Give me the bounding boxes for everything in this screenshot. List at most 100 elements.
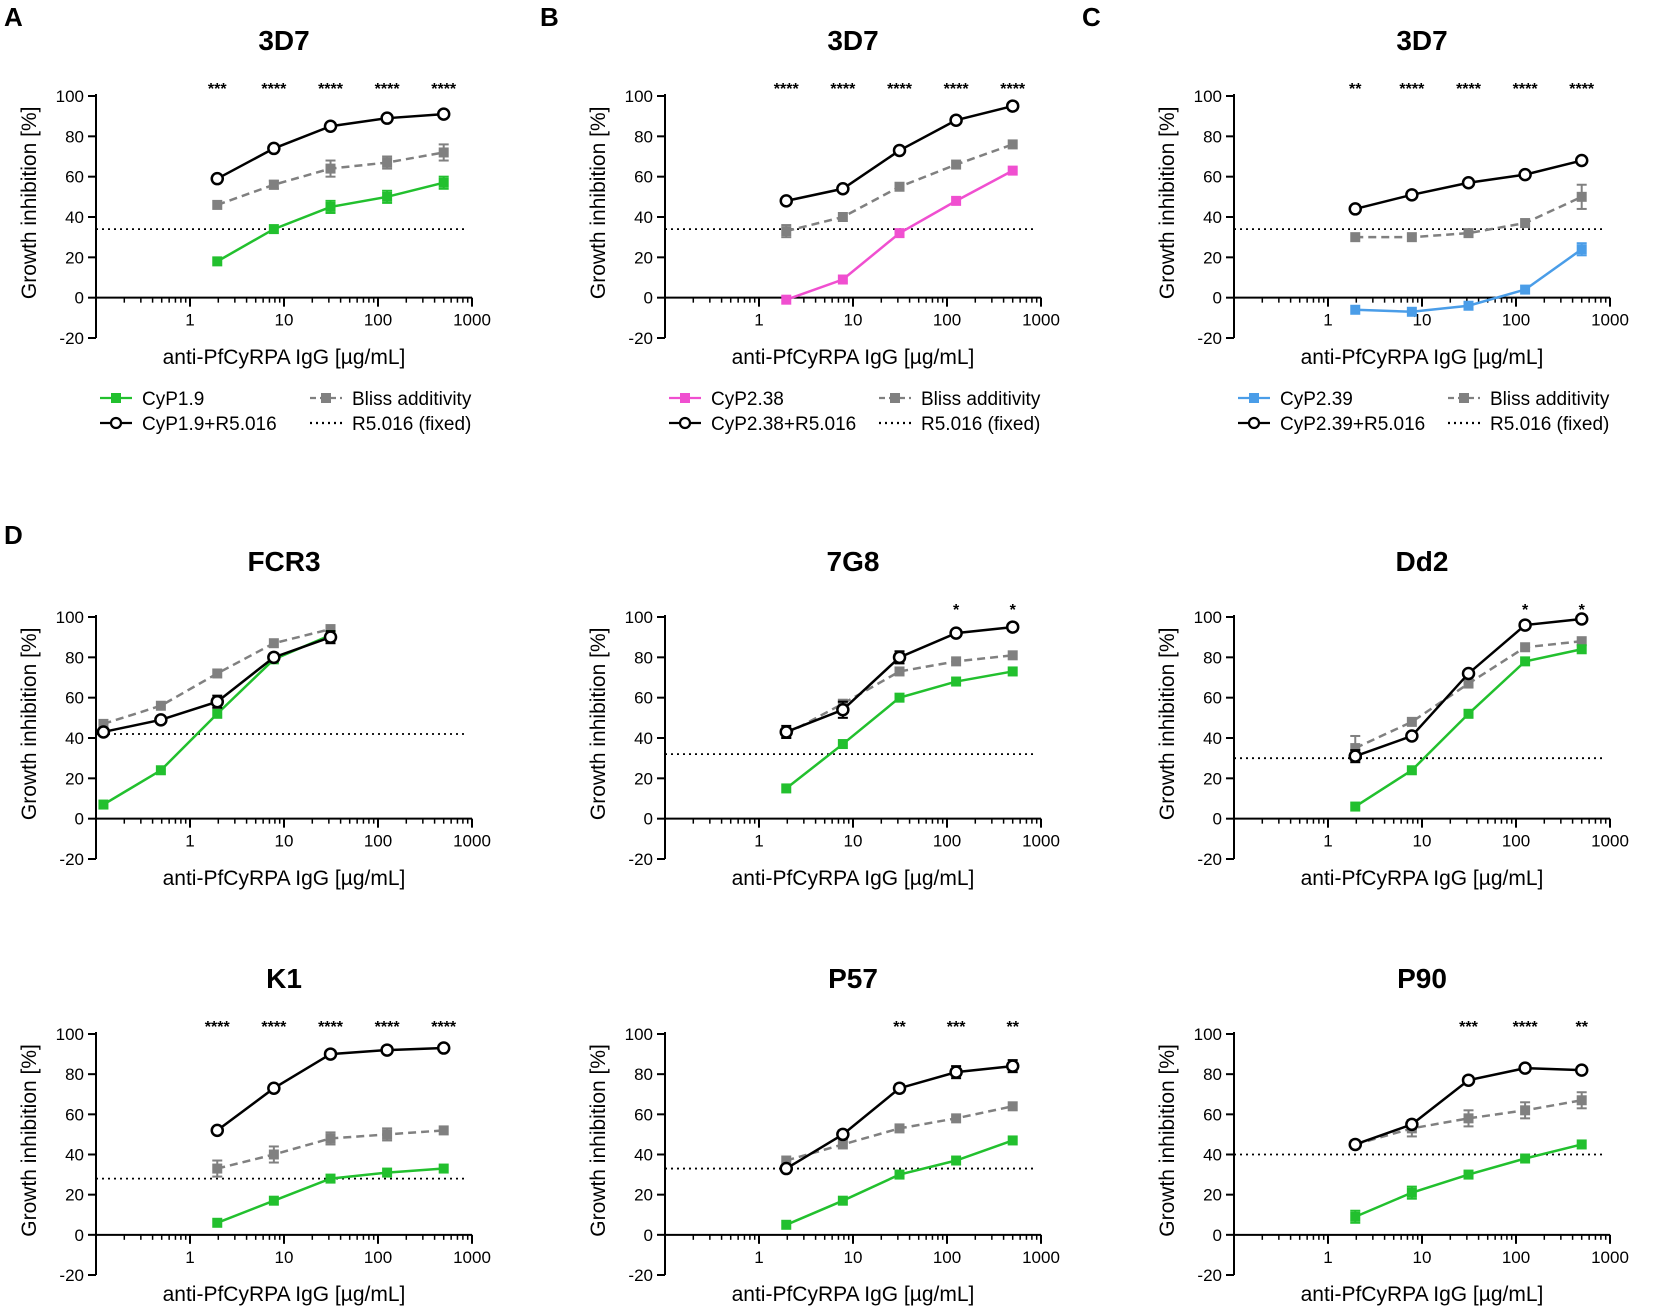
chart-title: 7G8 [827, 546, 880, 577]
data-point-combo [267, 1081, 281, 1095]
data-point-bliss [1463, 1113, 1474, 1124]
series-line-single [216, 181, 445, 263]
x-axis-label: anti-PfCyRPA IgG [µg/mL] [163, 1283, 406, 1306]
data-point-single [268, 1195, 279, 1206]
significance-label: *** [208, 81, 227, 98]
data-point-single [951, 195, 962, 206]
data-point-single [325, 1173, 336, 1184]
data-point-combo [267, 650, 281, 665]
data-point-combo [1574, 612, 1589, 626]
chart-title: Dd2 [1396, 546, 1449, 577]
y-tick-label: 100 [625, 1025, 653, 1044]
y-tick-label: 20 [634, 1186, 653, 1205]
data-point-single [1463, 708, 1474, 719]
x-tick-label: 10 [844, 311, 863, 330]
data-point-combo [1405, 729, 1419, 743]
legend-label: R5.016 (fixed) [921, 414, 1040, 435]
x-tick-label: 100 [933, 832, 961, 851]
x-tick-label: 1 [1323, 1248, 1332, 1267]
data-point-single [894, 228, 905, 239]
y-axis-label: Growth inhibition [%] [1156, 1044, 1179, 1237]
x-tick-label: 1000 [1022, 311, 1060, 330]
x-tick-label: 10 [275, 311, 294, 330]
y-tick-label: 0 [75, 289, 84, 308]
y-tick-label: 20 [65, 769, 84, 788]
data-point-single [382, 191, 393, 202]
data-point-single [1463, 300, 1474, 311]
significance-label: **** [261, 1019, 287, 1036]
chart-panel-7: K1 -20 0 20 40 60 80 100 Growth inhibition [%] 1 1… [18, 963, 491, 1306]
y-tick-label: 0 [75, 810, 84, 829]
x-axis-label: anti-PfCyRPA IgG [µg/mL] [1301, 867, 1544, 890]
data-point-bliss [1463, 678, 1474, 689]
chart-title: 3D7 [827, 25, 878, 56]
data-point-combo [1461, 666, 1476, 681]
data-point-single [1406, 1187, 1417, 1198]
legend-label: CyP1.9+R5.016 [142, 414, 277, 435]
y-tick-label: 100 [625, 87, 653, 106]
data-point-bliss [1576, 636, 1587, 647]
data-point-single [781, 783, 792, 794]
legend-label: R5.016 (fixed) [352, 414, 471, 435]
y-tick-label: 0 [644, 289, 653, 308]
y-tick-label: 80 [1203, 1065, 1222, 1084]
data-point-bliss [1007, 650, 1018, 661]
significance-label: **** [205, 1019, 231, 1036]
significance-label: * [1522, 602, 1529, 619]
data-point-single [1520, 1153, 1531, 1164]
data-point-combo [323, 1047, 338, 1061]
y-tick-label: 40 [65, 729, 84, 748]
y-tick-label: 80 [634, 648, 653, 667]
data-point-bliss [1007, 139, 1018, 150]
data-point-single [1350, 1211, 1361, 1222]
legend-label: Bliss additivity [352, 389, 472, 410]
x-axis-label: anti-PfCyRPA IgG [µg/mL] [732, 346, 975, 369]
x-tick-label: 1000 [453, 1248, 491, 1267]
x-tick-label: 10 [275, 1248, 294, 1267]
series-line-bliss [103, 627, 331, 726]
data-point-bliss [951, 1113, 962, 1124]
chart-title: K1 [266, 963, 302, 994]
legend-label: R5.016 (fixed) [1490, 414, 1609, 435]
y-tick-label: 20 [1203, 248, 1222, 267]
y-tick-label: 60 [65, 1105, 84, 1124]
y-tick-label: 40 [634, 208, 653, 227]
significance-label: * [1010, 602, 1017, 619]
data-point-combo [210, 1123, 225, 1138]
data-point-single [1406, 306, 1417, 317]
data-point-bliss [1406, 232, 1417, 243]
chart-panel-8: P57 -20 0 20 40 60 80 100 Growth inhibition [%] 1… [587, 963, 1060, 1306]
y-tick-label: 100 [1194, 1025, 1222, 1044]
data-point-bliss [781, 226, 792, 237]
y-tick-label: -20 [59, 329, 84, 348]
data-point-bliss [438, 1125, 449, 1136]
data-point-bliss [1350, 743, 1361, 754]
data-point-single [212, 256, 223, 267]
significance-label: **** [944, 81, 970, 98]
data-point-single [325, 201, 336, 212]
x-tick-label: 1000 [453, 311, 491, 330]
data-point-combo [154, 713, 168, 727]
data-point-combo [1405, 188, 1419, 202]
data-point-combo [836, 1127, 850, 1142]
data-point-bliss [894, 1123, 905, 1134]
y-tick-label: 80 [1203, 648, 1222, 667]
data-point-single [894, 1169, 905, 1180]
data-point-bliss [1007, 1101, 1018, 1112]
chart-title: 3D7 [258, 25, 309, 56]
data-point-bliss [1520, 642, 1531, 653]
x-tick-label: 1000 [1022, 832, 1060, 851]
data-point-combo [380, 1043, 394, 1057]
data-point-single [155, 765, 166, 776]
data-point-combo [1005, 620, 1020, 634]
data-point-bliss [325, 163, 336, 174]
data-point-combo [779, 1161, 794, 1176]
data-point-single [1576, 644, 1587, 655]
y-tick-label: -20 [628, 329, 653, 348]
data-point-combo [1574, 153, 1589, 168]
data-point-combo [323, 630, 338, 644]
x-tick-label: 1000 [1022, 1248, 1060, 1267]
data-point-bliss [382, 1129, 393, 1140]
